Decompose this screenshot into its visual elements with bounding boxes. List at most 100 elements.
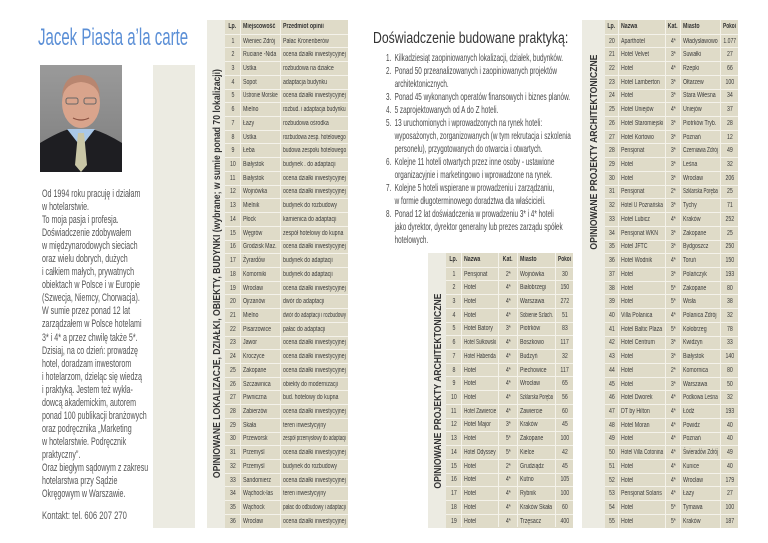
cell-rooms: 71	[720, 199, 738, 213]
table-row: 21 Hotel Velvet 3* Suwałki 27	[605, 47, 738, 62]
category-text: 4*	[670, 106, 676, 114]
location-text: Miejscowość	[243, 23, 276, 31]
name-text: Nazwa	[621, 23, 638, 31]
cell-category: 3*	[665, 377, 680, 391]
table-row: 16 Hotel 4* Kutno 105	[446, 472, 573, 487]
name-text: Hotel	[621, 174, 634, 182]
cell-city: Stara Wiłesna	[680, 89, 720, 103]
number-text: 29	[608, 161, 615, 169]
cell-rooms: 56	[555, 391, 573, 404]
cell-city: Suwałki	[680, 48, 720, 62]
cell-name: Hotel	[461, 363, 498, 377]
number-text: 26	[229, 380, 236, 388]
number-text: 35	[608, 243, 615, 251]
table-row: 29 Hotel 3* Leśna 32	[605, 157, 738, 171]
city-text: Świeradów Zdrój	[683, 449, 719, 457]
category-text: 4*	[505, 394, 511, 402]
cell-category: 4*	[665, 62, 680, 75]
rooms-text: 80	[726, 366, 733, 374]
number-text: 20	[608, 37, 615, 45]
cell-name: Hotel Batory	[461, 322, 498, 336]
cell-number: 3	[446, 295, 461, 308]
cell-number: 17	[446, 487, 461, 500]
city-text: Sobienie Szlach.	[520, 311, 554, 319]
projects-band-middle	[428, 253, 446, 528]
experience-item: 5. 13 uruchomionych i wprowadzonych na ry…	[386, 117, 571, 156]
rooms-text: 250	[725, 243, 734, 251]
cell-number: 38	[605, 282, 618, 295]
number-text: 43	[608, 353, 615, 361]
cell-category: 4*	[498, 487, 517, 500]
name-text: Pensjonat	[621, 188, 645, 196]
location-text: Węgrów	[243, 229, 263, 237]
cell-category: 3*	[498, 418, 517, 432]
cell-location: Węgrów	[240, 226, 280, 240]
cell-rooms: 33	[720, 336, 738, 350]
table-row: 23 Jawor ocena działki inwestycyjnej	[225, 335, 348, 350]
table-row: 2 Hotel 4* Białobrzegi 150	[446, 280, 573, 295]
header-cell-subject: Przedmiot opinii	[280, 20, 348, 34]
number-text: 32	[608, 202, 615, 210]
cell-name: Hotel	[461, 432, 498, 446]
header-cell-number: Lp.	[605, 20, 618, 34]
item-line: organizacyjnie i marketingowo i wprowadz…	[394, 170, 553, 181]
cell-name: Hotel Odyssey	[461, 446, 498, 459]
header-cell-location: Miejscowość	[240, 20, 280, 34]
name-text: Hotel	[621, 298, 634, 306]
category-text: 4*	[670, 462, 676, 470]
cell-category: 3*	[665, 48, 680, 62]
cell-rooms: 37	[720, 103, 738, 117]
cell-subject: zespół przemysłowy do adaptacji	[280, 432, 348, 446]
number-text: 13	[450, 435, 457, 443]
cell-location: Białystok	[240, 171, 280, 185]
bio-line: (Szwecja, Niemcy, Chorwacja).	[42, 292, 140, 305]
cell-city: Piotrków Tryb.	[680, 117, 720, 130]
table-row: 6 Mielno rozbud. i adaptacja budynku	[225, 102, 348, 117]
cell-number: 2	[225, 48, 240, 61]
cell-number: 17	[225, 254, 240, 267]
cell-category: 4*	[665, 309, 680, 322]
cell-rooms: 32	[720, 391, 738, 405]
cell-subject: ocena działki inwestycyjnej	[280, 185, 348, 199]
cell-category: 4*	[498, 363, 517, 377]
rooms-text: 45	[561, 421, 568, 429]
cell-rooms: 272	[555, 295, 573, 308]
cell-rooms: 80	[720, 364, 738, 377]
cell-name: Pensjonat	[461, 267, 498, 281]
number-text: 2	[231, 51, 234, 59]
table-row: 30 Hotel 3* Wrocław 206	[605, 170, 738, 185]
table-row: 41 Hotel Baltic Plaza 5* Kołobrzeg 78	[605, 321, 738, 336]
cell-number: 11	[225, 172, 240, 185]
cell-location: Żyrardów	[240, 254, 280, 267]
cell-subject: kamienica do adaptacji	[280, 213, 348, 226]
table-row: 34 Wąchock-las teren inwestycyjny	[225, 486, 348, 501]
location-text: Jawor	[243, 339, 258, 347]
cell-category: 3*	[665, 144, 680, 158]
table-header: Lp. Nazwa Kat. Miasto Pokoi	[605, 20, 738, 34]
cell-subject: ocena działki inwestycyjnej	[280, 350, 348, 363]
name-text: Hotel Habenda	[464, 352, 496, 360]
cell-name: Pensjonat	[618, 185, 665, 199]
table-row: 14 Płock kamienica do adaptacji	[225, 212, 348, 226]
category-text: 2*	[670, 366, 676, 374]
city-text: Kutno	[520, 476, 534, 484]
cell-city: Białobrzegi	[517, 281, 555, 295]
number-text: 13	[229, 202, 236, 210]
number-text: 21	[229, 311, 236, 319]
cell-number: 50	[605, 446, 618, 459]
cell-number: 27	[605, 131, 618, 144]
item-line: Ponad 45 wykonanych operatów finansowych…	[394, 92, 571, 103]
table-row: 5 Hotel Batory 3* Piotrków 83	[446, 321, 573, 336]
cell-rooms: 400	[555, 514, 573, 528]
number-text: 24	[229, 353, 236, 361]
cell-number: 40	[605, 309, 618, 322]
name-text: Pensjonat WKN	[621, 229, 659, 237]
category-text: 4*	[670, 394, 676, 402]
cell-rooms: 40	[720, 432, 738, 446]
cell-subject: bud. hotelowy do kupna	[280, 391, 348, 405]
number-text: 49	[608, 435, 615, 443]
cell-city: Kraków	[680, 514, 720, 528]
number-text: 15	[229, 229, 236, 237]
table-row: 21 Mielno dwór do adaptacji i rozbudowy	[225, 308, 348, 322]
rooms-text: 27	[726, 490, 733, 498]
